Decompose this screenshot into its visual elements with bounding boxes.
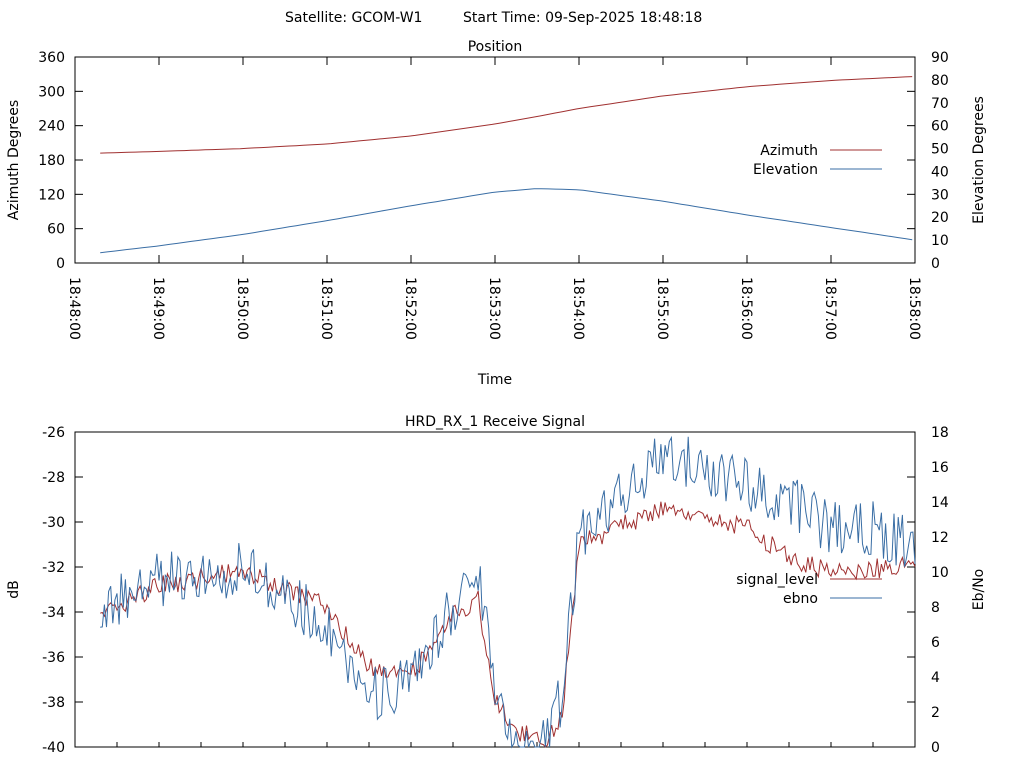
- y2-tick-label: 10: [931, 233, 949, 249]
- chart-title: HRD_RX_1 Receive Signal: [405, 414, 585, 430]
- y2-tick-label: 16: [931, 460, 949, 476]
- x-tick-label: 18:49:00: [150, 277, 166, 340]
- series-line-Elevation: [100, 188, 913, 254]
- y2-tick-label: 2: [931, 705, 940, 721]
- series-line-signal_level: [100, 501, 916, 748]
- start-time-label: Start Time: 09-Sep-2025 18:48:18: [463, 10, 702, 26]
- y2-tick-label: 60: [931, 119, 949, 135]
- x-tick-label: 18:52:00: [402, 277, 418, 340]
- y-tick-label: 60: [47, 222, 65, 238]
- y-tick-label: -36: [42, 650, 65, 666]
- y-tick-label: 240: [38, 119, 65, 135]
- plot-frame: [74, 56, 916, 264]
- y2-axis-label: Elevation Degrees: [971, 96, 987, 224]
- y-tick-label: 120: [38, 187, 65, 203]
- y-tick-label: 0: [56, 256, 65, 272]
- x-tick-label: 18:48:00: [66, 277, 82, 340]
- y2-tick-label: 30: [931, 187, 949, 203]
- x-axis-label: Time: [477, 372, 512, 388]
- y-tick-label: -40: [42, 740, 65, 756]
- y-tick-label: -26: [42, 425, 65, 441]
- y2-tick-label: 40: [931, 164, 949, 180]
- y2-tick-label: 6: [931, 635, 940, 651]
- y-tick-label: 360: [38, 50, 65, 66]
- legend-label-Elevation: Elevation: [753, 162, 818, 178]
- y2-tick-label: 80: [931, 73, 949, 89]
- series-line-Azimuth: [100, 76, 913, 154]
- y2-tick-label: 0: [931, 740, 940, 756]
- x-tick-label: 18:51:00: [318, 277, 334, 340]
- y2-tick-label: 18: [931, 425, 949, 441]
- y2-axis-label: Eb/No: [971, 569, 987, 611]
- x-tick-label: 18:54:00: [570, 277, 586, 340]
- y2-tick-label: 50: [931, 142, 949, 158]
- x-tick-label: 18:50:00: [234, 277, 250, 340]
- legend-label-signal_level: signal_level: [736, 572, 818, 588]
- y2-tick-label: 20: [931, 210, 949, 226]
- y-tick-label: -38: [42, 695, 65, 711]
- x-tick-label: 18:55:00: [654, 277, 670, 340]
- x-tick-label: 18:56:00: [738, 277, 754, 340]
- position-chart: Position 0 60 120 180 240 300 360 0 10 20 30 40 50 60 7…: [6, 39, 987, 388]
- y-tick-label: 180: [38, 153, 65, 169]
- x-tick-label: 18:57:00: [822, 277, 838, 340]
- y-tick-label: -32: [42, 560, 65, 576]
- y-axis-label: dB: [6, 580, 22, 599]
- y2-tick-label: 0: [931, 256, 940, 272]
- y-tick-label: 300: [38, 84, 65, 100]
- x-tick-label: 18:58:00: [906, 277, 922, 340]
- satellite-label: Satellite: GCOM-W1: [285, 10, 422, 26]
- y-tick-label: -30: [42, 515, 65, 531]
- y-tick-label: -28: [42, 470, 65, 486]
- legend-label-ebno: ebno: [783, 591, 818, 607]
- y2-tick-label: 90: [931, 50, 949, 66]
- y2-tick-label: 8: [931, 600, 940, 616]
- series-line-ebno: [100, 435, 916, 749]
- y2-tick-label: 14: [931, 495, 949, 511]
- y2-tick-label: 70: [931, 96, 949, 112]
- y-axis-label: Azimuth Degrees: [6, 100, 22, 220]
- x-tick-label: 18:53:00: [486, 277, 502, 340]
- y-tick-label: -34: [42, 605, 65, 621]
- legend-label-Azimuth: Azimuth: [760, 143, 818, 159]
- y2-tick-label: 12: [931, 530, 949, 546]
- y2-tick-label: 10: [931, 565, 949, 581]
- y2-tick-label: 4: [931, 670, 940, 686]
- receive-signal-chart: HRD_RX_1 Receive Signal -40 -38 -36 -34 -32 -3…: [6, 414, 987, 756]
- chart-title: Position: [468, 39, 523, 55]
